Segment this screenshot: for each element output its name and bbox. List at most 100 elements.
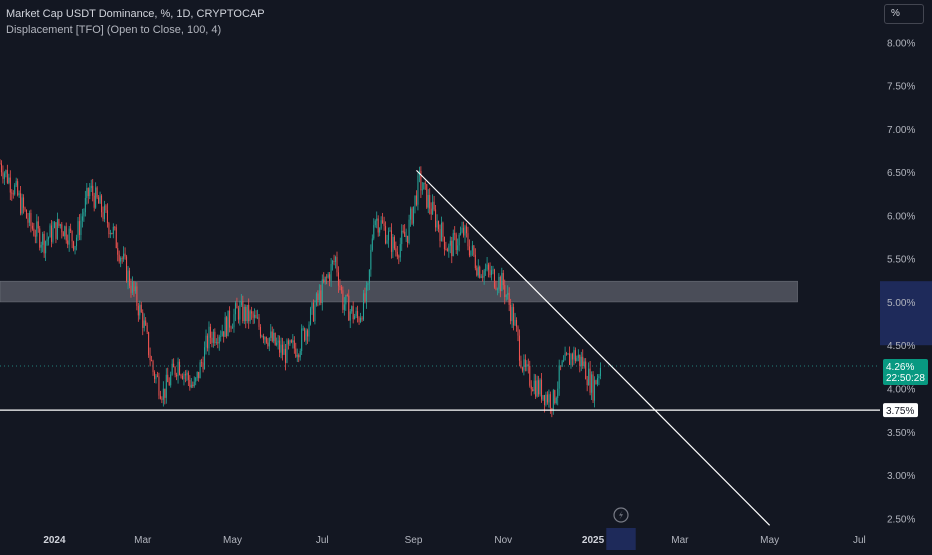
- candle-body: [555, 397, 557, 404]
- candle: [582, 349, 584, 369]
- candle: [358, 316, 360, 325]
- candle-body: [224, 317, 226, 337]
- candle-body: [360, 317, 362, 322]
- time-axis[interactable]: [0, 528, 932, 550]
- candle-body: [267, 342, 269, 347]
- candle: [533, 373, 535, 395]
- candle: [442, 221, 444, 242]
- candle-body: [511, 307, 513, 322]
- candle: [483, 268, 485, 285]
- candle-body: [471, 245, 473, 251]
- candle: [395, 241, 397, 257]
- candle: [215, 338, 217, 345]
- candle-body: [167, 374, 169, 383]
- candle: [489, 262, 491, 278]
- candle-body: [209, 326, 211, 338]
- candle-body: [493, 269, 495, 288]
- candle: [387, 227, 390, 248]
- candle-body: [371, 238, 373, 250]
- candle-body: [499, 276, 501, 292]
- candle-body: [474, 254, 476, 269]
- candle: [485, 263, 487, 276]
- candle-body: [543, 395, 545, 405]
- candle-body: [33, 228, 35, 236]
- unit-toggle-button[interactable]: %: [884, 4, 924, 24]
- candle: [87, 187, 89, 204]
- candle: [392, 234, 394, 258]
- candle-body: [39, 228, 41, 248]
- price-axis[interactable]: [880, 0, 932, 550]
- candle: [567, 353, 569, 355]
- candle: [0, 159, 1, 165]
- candle: [42, 231, 44, 253]
- candle: [198, 371, 200, 382]
- candle-body: [196, 371, 198, 378]
- candle-body: [204, 347, 206, 370]
- candle-body: [53, 222, 55, 229]
- candle-body: [414, 195, 416, 207]
- candle-body: [83, 212, 85, 217]
- candle: [463, 221, 465, 238]
- candle-body: [220, 335, 222, 337]
- candle: [323, 272, 325, 284]
- candle: [2, 165, 4, 184]
- candle: [546, 391, 548, 405]
- candle-body: [290, 340, 292, 343]
- candle-body: [309, 308, 312, 325]
- candle-body: [30, 213, 32, 226]
- candle: [464, 224, 466, 243]
- candle: [383, 216, 385, 231]
- candle: [33, 222, 35, 237]
- candle: [86, 182, 88, 205]
- x-tick-label: Mar: [671, 535, 689, 546]
- candle-body: [399, 244, 401, 258]
- candle-body: [507, 292, 509, 295]
- candle-body: [302, 328, 304, 330]
- candle: [111, 232, 113, 235]
- candle: [109, 229, 111, 239]
- candle-body: [171, 363, 173, 375]
- candle: [536, 375, 538, 398]
- candle: [201, 358, 203, 367]
- candle: [268, 337, 270, 352]
- candle-body: [451, 240, 453, 257]
- candle: [420, 166, 422, 198]
- y-tick-label: 4.00%: [887, 385, 915, 396]
- candle: [0, 160, 2, 177]
- candle: [242, 295, 244, 324]
- candle-body: [588, 368, 590, 386]
- candle: [486, 256, 488, 272]
- candle-body: [576, 357, 578, 362]
- candle: [579, 354, 581, 373]
- candle-body: [40, 244, 42, 248]
- candle: [120, 256, 122, 268]
- candle: [237, 305, 239, 324]
- candle: [101, 194, 103, 218]
- candle: [218, 334, 220, 351]
- candle: [361, 316, 363, 322]
- candle-body: [149, 355, 151, 361]
- candle-body: [289, 340, 291, 345]
- candle: [112, 223, 114, 239]
- candle-body: [521, 367, 523, 371]
- candle-body: [326, 276, 328, 278]
- candle: [245, 304, 247, 329]
- lightning-icon[interactable]: [613, 507, 629, 523]
- candle: [345, 294, 347, 311]
- candle-body: [179, 361, 181, 375]
- candle-body: [9, 177, 11, 193]
- candle: [98, 195, 100, 204]
- candle: [102, 206, 104, 222]
- candle-body: [498, 276, 500, 290]
- candle-body: [193, 381, 195, 387]
- candle-body: [77, 221, 79, 238]
- candle: [118, 250, 120, 264]
- indicator-label[interactable]: Displacement [TFO] (Open to Close, 100, …: [6, 24, 222, 36]
- zone-rectangle[interactable]: [0, 280, 798, 303]
- candle: [339, 279, 341, 291]
- trendline[interactable]: [416, 169, 771, 526]
- candle-body: [501, 272, 503, 292]
- candle: [289, 339, 291, 347]
